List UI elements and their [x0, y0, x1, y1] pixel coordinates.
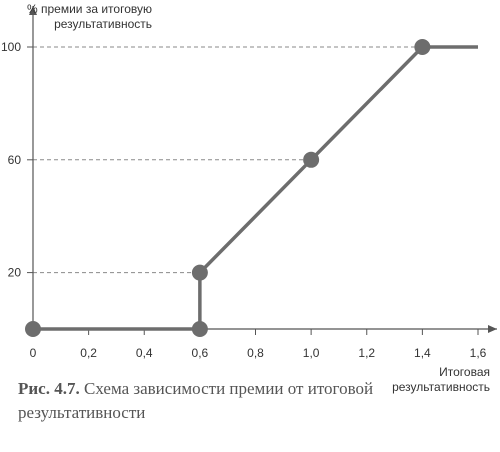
- y-tick-label: 20: [8, 266, 22, 280]
- x-tick-label: 0,6: [192, 346, 209, 360]
- x-axis-title-line: результативность: [392, 380, 490, 394]
- caption-text: Схема зависимости премии от итоговой рез…: [18, 379, 374, 422]
- axis-ticks: [27, 46, 479, 335]
- y-tick-label: 60: [8, 153, 22, 167]
- x-axis-arrow: [488, 325, 497, 333]
- figure-caption: Рис. 4.7. Схема зависимости премии от ит…: [18, 377, 488, 425]
- data-markers: [25, 39, 431, 337]
- x-tick-label: 0,4: [136, 346, 153, 360]
- y-tick-label: 100: [1, 40, 21, 54]
- y-axis-title-line: результативность: [54, 17, 152, 31]
- data-point: [25, 321, 41, 337]
- tick-labels: 0 0,2 0,4 0,6 0,8 1,0 1,2 1,4 1,6 20 60 100: [1, 40, 487, 360]
- x-axis-title-line: Итоговая: [439, 365, 490, 379]
- data-point: [191, 264, 208, 281]
- x-tick-label: 1,4: [414, 346, 431, 360]
- x-tick-label: 1,0: [303, 346, 320, 360]
- x-axis-title: Итоговая результативность: [392, 365, 490, 394]
- x-tick-label: 0: [30, 346, 37, 360]
- data-point: [191, 321, 208, 337]
- x-tick-label: 1,6: [470, 346, 487, 360]
- data-series: [33, 45, 478, 331]
- y-axis-title: % премии за итоговую результативность: [27, 2, 152, 31]
- axes: [29, 6, 497, 333]
- y-axis-arrow: [29, 6, 37, 15]
- series-line: [33, 45, 478, 331]
- data-point: [303, 151, 320, 168]
- data-point: [414, 39, 431, 55]
- y-axis-title-line: % премии за итоговую: [27, 2, 152, 16]
- guide-lines: [33, 46, 423, 274]
- x-tick-label: 1,2: [358, 346, 375, 360]
- x-tick-label: 0,2: [80, 346, 97, 360]
- caption-label: Рис. 4.7.: [18, 379, 80, 398]
- x-tick-label: 0,8: [247, 346, 264, 360]
